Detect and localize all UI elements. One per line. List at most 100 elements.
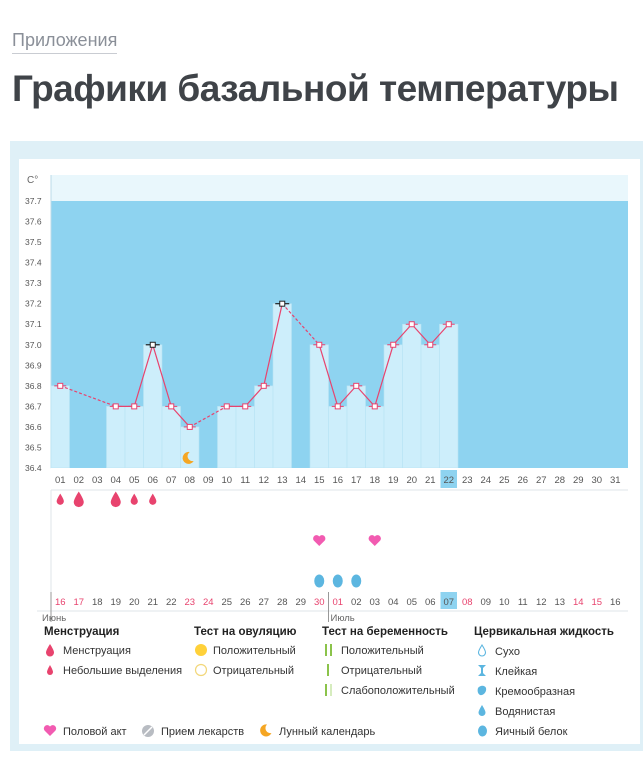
cycle-day-row	[51, 468, 628, 490]
cycle-day-label: 12	[258, 475, 269, 486]
temperature-line-segment	[411, 323, 431, 346]
legend-ovulation-title: Тест на овуляцию	[194, 626, 297, 638]
calendar-date-label: 13	[554, 597, 565, 608]
drop-large-icon	[46, 644, 54, 657]
temperature-point	[390, 341, 397, 348]
cycle-day-label: 24	[480, 475, 491, 486]
pregnancy-faint-icon	[325, 684, 332, 696]
temperature-line-segment	[392, 323, 413, 346]
heart-icon	[43, 725, 57, 736]
ovulation-positive-icon	[195, 644, 207, 656]
cycle-day-label: 25	[499, 475, 510, 486]
dry-icon	[477, 644, 487, 657]
temperature-bar	[402, 323, 422, 469]
y-tick-label: 37.2	[25, 299, 42, 309]
calendar-date-label: 16	[610, 597, 621, 608]
pregnancy-negative-icon	[327, 664, 329, 676]
temperature-line-segment	[337, 385, 357, 407]
pill-icon	[142, 725, 154, 737]
temperature-bar	[106, 406, 126, 469]
y-tick-label: 36.7	[25, 401, 42, 411]
cycle-day-label: 11	[240, 475, 250, 486]
temperature-point	[112, 403, 119, 410]
menstruation-drop-icon	[73, 491, 84, 508]
menstruation-drop-icon	[110, 491, 121, 508]
y-tick-label: 36.8	[25, 381, 42, 391]
temperature-point-marked	[149, 341, 156, 348]
y-tick-label: 36.6	[25, 422, 42, 432]
cycle-day-label: 04	[110, 475, 121, 486]
cycle-day-label: 29	[573, 475, 584, 486]
y-tick-label: 36.5	[25, 442, 42, 452]
temperature-bar	[328, 406, 348, 469]
cycle-day-label: 14	[295, 475, 306, 486]
heart-icon	[368, 535, 381, 546]
cycle-day-label: 21	[425, 475, 436, 486]
legend-pregnancy-negative: Отрицательный	[341, 665, 422, 677]
legend-pregnancy-faint: Слабоположительный	[341, 685, 455, 697]
temperature-bar	[309, 344, 329, 469]
calendar-date-label: 16	[55, 597, 66, 608]
egg-white-icon	[332, 574, 343, 588]
page-title: Графики базальной температуры	[12, 68, 619, 109]
temperature-point	[260, 382, 267, 389]
cycle-day-label: 02	[73, 475, 84, 486]
temperature-point	[427, 341, 434, 348]
cycle-day-label: 10	[221, 475, 232, 486]
moon-icon	[260, 724, 272, 737]
y-tick-label: 37.4	[25, 258, 42, 268]
calendar-date-label: 28	[277, 597, 288, 608]
calendar-date-label: 11	[518, 597, 528, 608]
temperature-line-segment	[189, 405, 228, 428]
temperature-point	[353, 382, 360, 389]
legend-pregnancy-positive: Положительный	[341, 645, 424, 657]
temperature-point	[371, 403, 378, 410]
temperature-point	[168, 403, 175, 410]
temperature-bar	[50, 385, 70, 469]
temperature-point-marked	[279, 300, 286, 307]
y-tick-label: 37.3	[25, 278, 42, 288]
calendar-date-label: 02	[351, 597, 362, 608]
y-tick-label: 37.7	[25, 196, 42, 206]
watery-icon	[478, 705, 486, 716]
creamy-icon	[477, 685, 487, 696]
temperature-bar	[124, 406, 144, 469]
spotting-drop-icon	[149, 493, 157, 505]
legend-spotting-item: Небольшие выделения	[63, 665, 183, 677]
temperature-point	[131, 403, 138, 410]
pregnancy-positive-icon	[325, 644, 332, 656]
cycle-day-label: 18	[369, 475, 380, 486]
cycle-day-label: 01	[55, 475, 66, 486]
cycle-day-label: 16	[332, 475, 343, 486]
y-tick-label: 36.9	[25, 360, 42, 370]
temperature-bar	[365, 406, 385, 469]
cycle-day-label: 23	[462, 475, 473, 486]
temperature-point	[334, 403, 341, 410]
cycle-day-label: 05	[129, 475, 140, 486]
calendar-date-label: 23	[184, 597, 195, 608]
cycle-day-label: 06	[147, 475, 158, 486]
temperature-point	[186, 423, 193, 430]
legend-menstruation-item: Менструация	[63, 645, 131, 657]
legend-cervical-title: Цервикальная жидкость	[474, 626, 614, 638]
y-tick-label: 36.4	[25, 463, 42, 473]
temperature-bar	[383, 344, 403, 469]
temperature-line-segment	[429, 323, 450, 346]
calendar-date-label: 10	[499, 597, 510, 608]
cycle-day-label: 28	[554, 475, 565, 486]
egg-white-icon	[314, 574, 325, 588]
cycle-day-label: 31	[610, 475, 621, 486]
calendar-date-label: 29	[295, 597, 306, 608]
temperature-bar	[254, 385, 274, 469]
legend-ovulation-negative: Отрицательный	[213, 665, 294, 677]
calendar-date-label: 30	[314, 597, 325, 608]
breadcrumb[interactable]: Приложения	[12, 30, 118, 54]
cycle-day-label: 03	[92, 475, 103, 486]
calendar-date-highlight	[440, 592, 457, 609]
y-tick-label: 37.1	[25, 319, 42, 329]
temperature-bar	[161, 406, 181, 469]
moon-icon	[182, 451, 194, 464]
calendar-date-label: 03	[369, 597, 380, 608]
heart-icon	[313, 535, 326, 546]
